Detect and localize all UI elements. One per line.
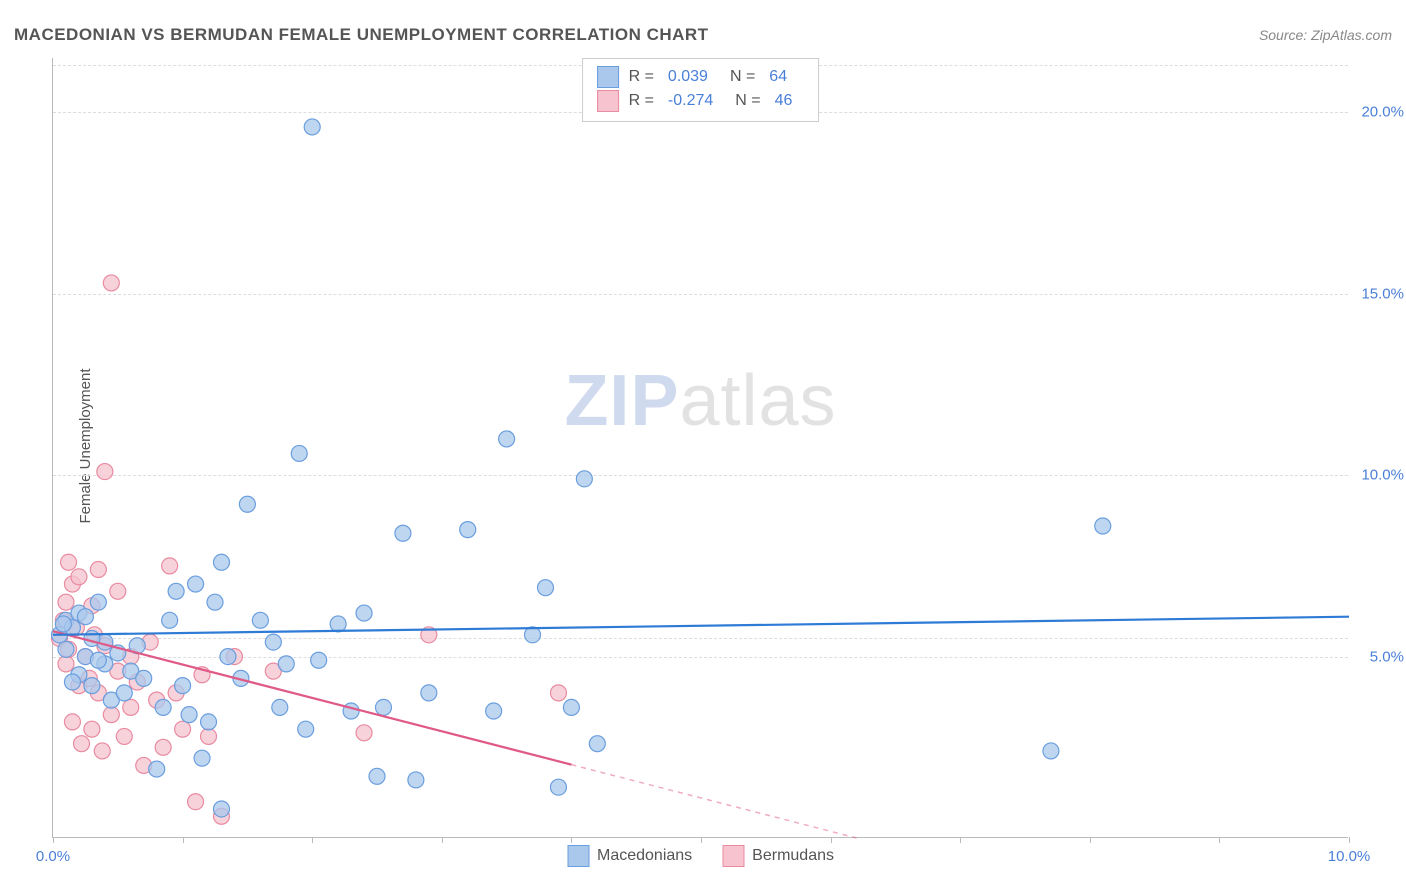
- x-tick: [701, 837, 702, 843]
- x-tick: [831, 837, 832, 843]
- legend-swatch-macedonians: [567, 845, 589, 867]
- y-tick-label: 15.0%: [1361, 285, 1404, 302]
- x-tick: [442, 837, 443, 843]
- x-tick-label: 0.0%: [36, 848, 70, 865]
- chart-source: Source: ZipAtlas.com: [1259, 27, 1392, 43]
- x-tick: [183, 837, 184, 843]
- r-label: R =: [629, 65, 654, 89]
- n-value-macedonians: 64: [769, 65, 787, 89]
- legend: Macedonians Bermudans: [567, 845, 834, 867]
- y-tick-label: 5.0%: [1370, 648, 1404, 665]
- stats-row-bermudans: R = -0.274 N = 46: [597, 89, 805, 113]
- chart-header: MACEDONIAN VS BERMUDAN FEMALE UNEMPLOYME…: [14, 20, 1392, 50]
- x-tick: [312, 837, 313, 843]
- x-tick: [960, 837, 961, 843]
- swatch-bermudans: [597, 90, 619, 112]
- legend-swatch-bermudans: [722, 845, 744, 867]
- x-tick: [53, 837, 54, 843]
- legend-item-macedonians: Macedonians: [567, 845, 692, 867]
- x-tick-label: 10.0%: [1328, 848, 1371, 865]
- legend-item-bermudans: Bermudans: [722, 845, 834, 867]
- n-label: N =: [735, 89, 760, 113]
- legend-label-bermudans: Bermudans: [752, 847, 834, 865]
- n-label: N =: [730, 65, 755, 89]
- n-value-bermudans: 46: [775, 89, 793, 113]
- x-tick: [1219, 837, 1220, 843]
- x-tick: [1090, 837, 1091, 843]
- stats-box: R = 0.039 N = 64 R = -0.274 N = 46: [582, 58, 820, 122]
- x-tick: [1349, 837, 1350, 843]
- y-tick-label: 10.0%: [1361, 467, 1404, 484]
- x-tick: [571, 837, 572, 843]
- chart-title: MACEDONIAN VS BERMUDAN FEMALE UNEMPLOYME…: [14, 25, 709, 45]
- r-value-macedonians: 0.039: [668, 65, 708, 89]
- swatch-macedonians: [597, 66, 619, 88]
- legend-label-macedonians: Macedonians: [597, 847, 692, 865]
- plot-area: ZIPatlas R = 0.039 N = 64 R = -0.274 N =…: [52, 58, 1348, 838]
- y-tick-label: 20.0%: [1361, 104, 1404, 121]
- stats-row-macedonians: R = 0.039 N = 64: [597, 65, 805, 89]
- r-value-bermudans: -0.274: [668, 89, 713, 113]
- scatter-svg: [53, 58, 1348, 837]
- r-label: R =: [629, 89, 654, 113]
